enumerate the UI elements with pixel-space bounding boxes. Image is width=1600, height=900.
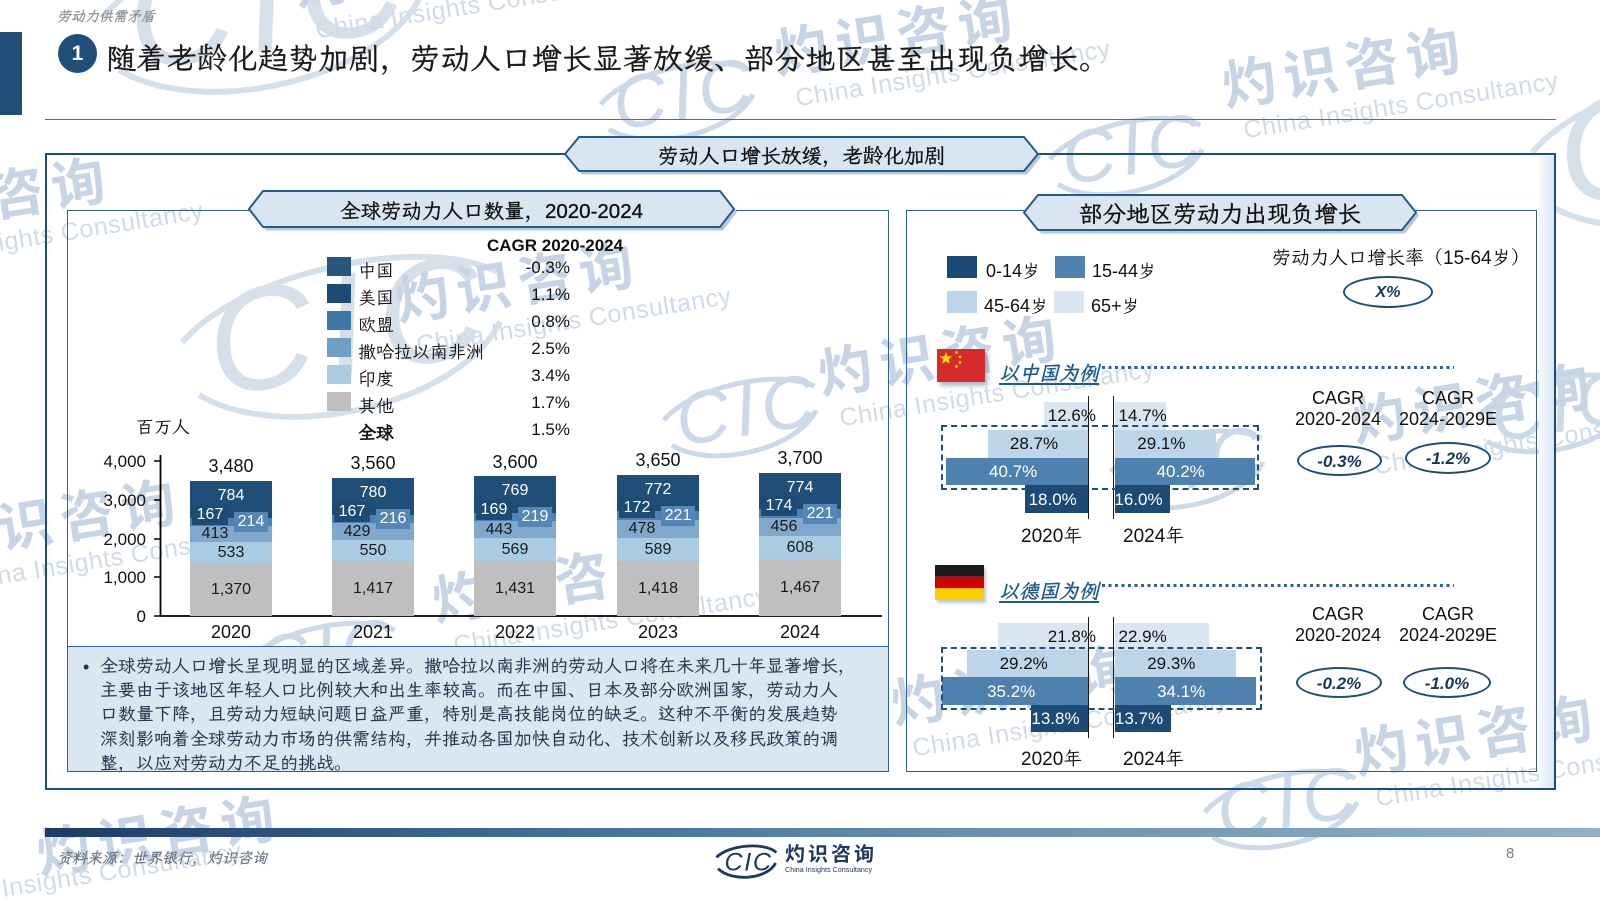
- svg-text:CIC: CIC: [725, 848, 773, 876]
